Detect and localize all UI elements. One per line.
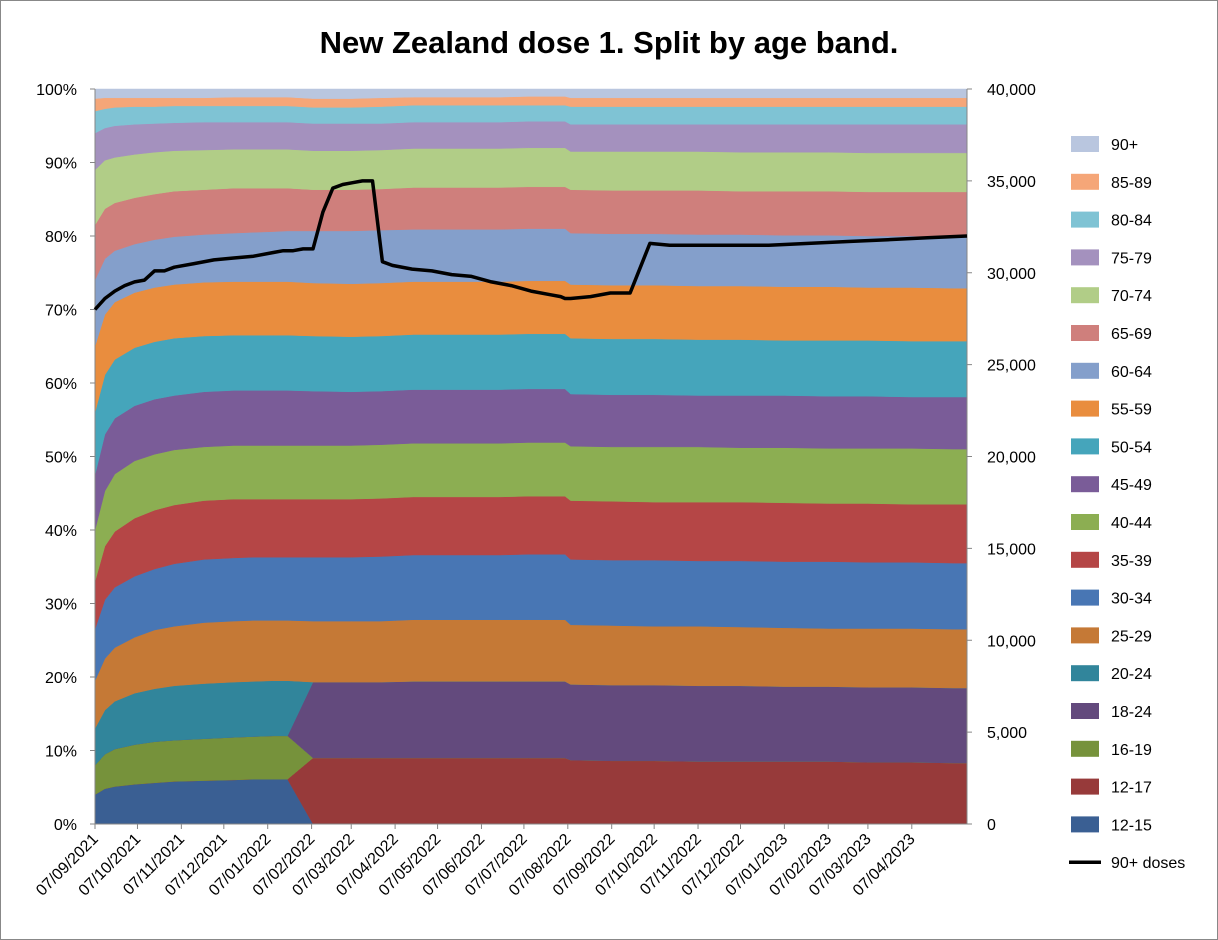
right-tick-label: 20,000 bbox=[987, 450, 1036, 467]
right-tick-label: 15,000 bbox=[987, 541, 1036, 558]
legend-label-18-24: 18-24 bbox=[1111, 704, 1152, 721]
legend-label-85-89: 85-89 bbox=[1111, 175, 1152, 192]
legend-label-75-79: 75-79 bbox=[1111, 250, 1152, 267]
right-tick-label: 30,000 bbox=[987, 266, 1036, 283]
legend-label-16-19: 16-19 bbox=[1111, 742, 1152, 759]
legend-swatch-70-74 bbox=[1071, 287, 1099, 304]
legend-label-40-44: 40-44 bbox=[1111, 515, 1152, 532]
legend: 90+ 85-89 80-84 75-79 70-74 65-69 60-64 55-59 50… bbox=[1069, 136, 1185, 872]
legend-label-80-84: 80-84 bbox=[1111, 213, 1152, 230]
legend-swatch-16-19 bbox=[1071, 740, 1099, 757]
left-tick-label: 0% bbox=[54, 817, 77, 834]
legend-label-12-17: 12-17 bbox=[1111, 780, 1152, 797]
legend-label-90plus: 90+ bbox=[1111, 137, 1138, 154]
legend-label-65-69: 65-69 bbox=[1111, 326, 1152, 343]
legend-swatch-50-54 bbox=[1071, 438, 1099, 455]
line-layer bbox=[93, 179, 968, 311]
legend-swatch-60-64 bbox=[1071, 362, 1099, 379]
left-tick-label: 70% bbox=[45, 303, 77, 320]
legend-swatch-80-84 bbox=[1071, 211, 1099, 228]
legend-label-60-64: 60-64 bbox=[1111, 364, 1152, 381]
right-tick-label: 25,000 bbox=[987, 358, 1036, 375]
legend-swatch-18-24 bbox=[1071, 703, 1099, 719]
legend-swatch-85-89 bbox=[1071, 173, 1099, 190]
left-tick-label: 40% bbox=[45, 523, 77, 540]
right-tick-label: 40,000 bbox=[987, 82, 1036, 99]
legend-swatch-65-69 bbox=[1071, 325, 1099, 341]
legend-label-30-34: 30-34 bbox=[1111, 591, 1152, 608]
legend-label-20-24: 20-24 bbox=[1111, 666, 1152, 683]
left-tick-label: 30% bbox=[45, 597, 77, 614]
legend-swatch-12-15 bbox=[1071, 816, 1099, 833]
left-tick-label: 100% bbox=[36, 82, 77, 99]
area-bands bbox=[94, 88, 968, 825]
left-tick-label: 50% bbox=[45, 450, 77, 467]
legend-label-70-74: 70-74 bbox=[1111, 288, 1152, 305]
legend-label-12-15: 12-15 bbox=[1111, 817, 1152, 834]
legend-swatch-75-79 bbox=[1071, 249, 1099, 266]
legend-swatch-20-24 bbox=[1071, 665, 1099, 682]
chart-title: New Zealand dose 1. Split by age band. bbox=[320, 25, 899, 60]
legend-label-55-59: 55-59 bbox=[1111, 402, 1152, 419]
legend-label-35-39: 35-39 bbox=[1111, 553, 1152, 570]
legend-swatch-30-34 bbox=[1071, 589, 1099, 606]
right-tick-label: 0 bbox=[987, 817, 996, 834]
left-tick-label: 80% bbox=[45, 229, 77, 246]
left-tick-label: 20% bbox=[45, 670, 77, 687]
legend-swatch-12-17 bbox=[1071, 778, 1099, 795]
left-tick-label: 90% bbox=[45, 156, 77, 173]
legend-swatch-35-39 bbox=[1071, 551, 1099, 568]
legend-swatch-90plus bbox=[1071, 136, 1099, 152]
legend-swatch-25-29 bbox=[1071, 627, 1099, 644]
legend-swatch-55-59 bbox=[1071, 400, 1099, 417]
legend-label-50-54: 50-54 bbox=[1111, 439, 1152, 456]
legend-label-45-49: 45-49 bbox=[1111, 477, 1152, 494]
legend-label-90plus-doses: 90+ doses bbox=[1111, 855, 1185, 872]
right-tick-label: 5,000 bbox=[987, 725, 1027, 742]
right-tick-label: 10,000 bbox=[987, 633, 1036, 650]
left-tick-label: 60% bbox=[45, 376, 77, 393]
right-tick-label: 35,000 bbox=[987, 174, 1036, 191]
line-90plus-doses bbox=[93, 179, 968, 311]
legend-swatch-45-49 bbox=[1071, 476, 1099, 493]
legend-label-25-29: 25-29 bbox=[1111, 628, 1152, 645]
left-tick-label: 10% bbox=[45, 744, 77, 761]
legend-swatch-40-44 bbox=[1071, 514, 1099, 530]
